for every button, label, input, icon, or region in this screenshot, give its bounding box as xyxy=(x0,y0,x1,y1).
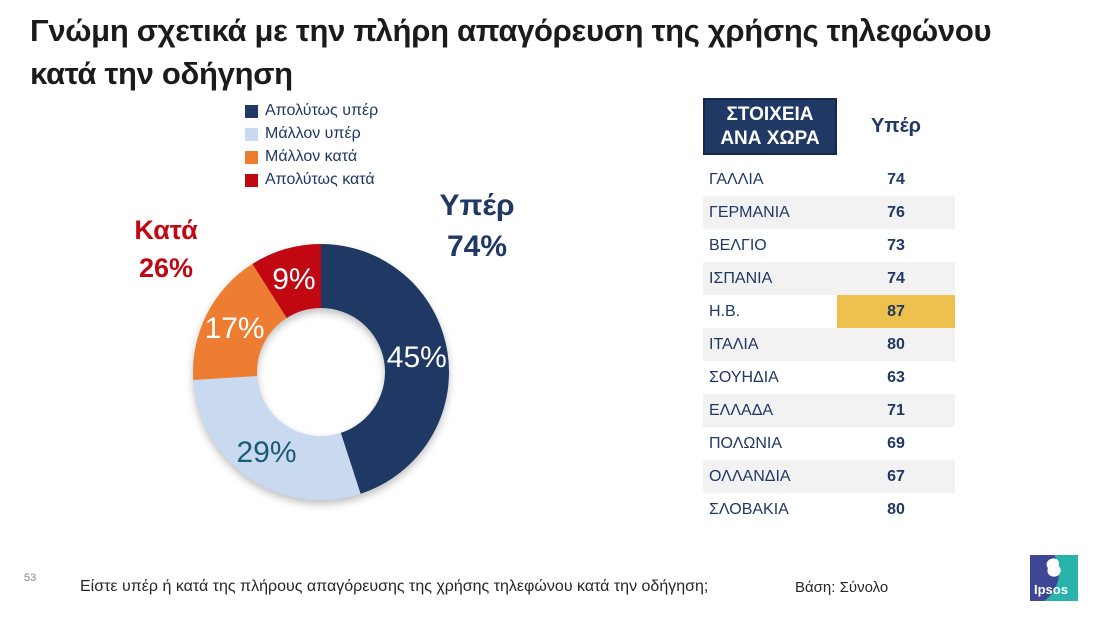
table-cell-country: ΓΕΡΜΑΝΙΑ xyxy=(709,203,790,221)
chart-legend: Απολύτως υπέρ Μάλλον υπέρ Μάλλον κατά Απ… xyxy=(245,102,378,189)
table-row: ΣΟΥΗΔΙΑ 63 xyxy=(703,361,955,394)
donut-chart: 45% 29% 17%9% xyxy=(192,244,450,501)
table-cell-value: 76 xyxy=(887,203,905,221)
legend-swatch-dark-blue xyxy=(245,104,258,118)
donut-slice-label: 17% xyxy=(205,312,265,345)
legend-label: Μάλλον κατά xyxy=(265,148,358,165)
donut-slice-label: 45% xyxy=(387,341,447,374)
country-table-header: ΣΤΟΙΧΕΙΑ ΑΝΑ ΧΩΡΑ Υπέρ xyxy=(703,98,955,155)
donut-slice-label: 29% xyxy=(236,436,296,469)
table-cell-value: 80 xyxy=(887,335,905,353)
annotation-value: 26% xyxy=(138,252,194,283)
annotation-label: Κατά xyxy=(134,215,198,245)
table-row: ΕΛΛΑΔΑ 71 xyxy=(703,394,955,427)
table-row: ΙΣΠΑΝΙΑ 74 xyxy=(703,262,955,295)
logo-wordmark: Ipsos xyxy=(1034,582,1068,597)
annotation-total-for: Υπέρ 74% xyxy=(418,186,536,267)
table-row: ΟΛΛΑΝΔΙΑ 67 xyxy=(703,460,955,493)
table-row: ΒΕΛΓΙΟ 73 xyxy=(703,229,955,262)
legend-item: Μάλλον κατά xyxy=(245,148,378,166)
page-title: Γνώμη σχετικά με την πλήρη απαγόρευση τη… xyxy=(30,13,992,91)
ipsos-logo: Ipsos xyxy=(1030,555,1078,601)
table-cell-country: ΙΣΠΑΝΙΑ xyxy=(709,269,773,287)
legend-label: Μάλλον υπέρ xyxy=(265,125,361,142)
country-table-header-value: Υπέρ xyxy=(870,115,922,137)
logo-teal-block xyxy=(1044,555,1078,601)
page-number: 53 xyxy=(24,572,37,584)
table-cell-country: Η.Β. xyxy=(709,302,741,320)
table-cell-value: 74 xyxy=(887,269,905,287)
legend-swatch-red xyxy=(245,173,258,187)
table-row: ΙΤΑΛΙΑ 80 xyxy=(703,328,955,361)
table-cell-country: ΒΕΛΓΙΟ xyxy=(709,236,767,254)
table-row-highlighted: Η.Β. 87 xyxy=(703,295,955,328)
table-cell-value: 69 xyxy=(887,434,905,452)
annotation-value: 74% xyxy=(446,229,508,263)
legend-item: Απολύτως υπέρ xyxy=(245,102,378,120)
legend-item: Απολύτως κατά xyxy=(245,171,378,189)
annotation-total-against: Κατά 26% xyxy=(120,212,212,288)
table-row: ΓΑΛΛΙΑ 74 xyxy=(703,163,955,196)
survey-question: Είστε υπέρ ή κατά της πλήρους απαγόρευση… xyxy=(80,578,709,595)
table-cell-value: 73 xyxy=(887,236,905,254)
legend-label: Απολύτως κατά xyxy=(265,171,375,188)
table-cell-country: ΣΛΟΒΑΚΙΑ xyxy=(709,500,789,518)
table-cell-value-highlighted: 87 xyxy=(837,295,955,328)
table-cell-value: 67 xyxy=(887,467,905,485)
legend-swatch-light-blue xyxy=(245,127,258,141)
donut-segment xyxy=(321,244,450,494)
table-cell-value: 63 xyxy=(887,368,905,386)
donut-segment xyxy=(192,263,287,381)
table-cell-country: ΙΤΑΛΙΑ xyxy=(709,335,759,353)
table-cell-value: 71 xyxy=(887,401,905,419)
annotation-label: Υπέρ xyxy=(439,189,515,222)
table-cell-country: ΓΑΛΛΙΑ xyxy=(709,170,764,188)
country-table: ΣΤΟΙΧΕΙΑ ΑΝΑ ΧΩΡΑ Υπέρ ΓΑΛΛΙΑ 74 ΓΕΡΜΑΝΙ… xyxy=(703,98,955,526)
legend-item: Μάλλον υπέρ xyxy=(245,125,378,143)
table-row: ΣΛΟΒΑΚΙΑ 80 xyxy=(703,493,955,526)
table-cell-value: 80 xyxy=(887,500,905,518)
donut-segment xyxy=(193,376,361,501)
base-note: Βάση: Σύνολο xyxy=(795,579,889,596)
country-table-header-title: ΣΤΟΙΧΕΙΑ ΑΝΑ ΧΩΡΑ xyxy=(703,98,837,155)
donut-segment xyxy=(252,244,321,318)
logo-head-icon xyxy=(1046,558,1061,577)
donut-slice-label: 9% xyxy=(272,263,315,296)
legend-swatch-orange xyxy=(245,150,258,164)
table-cell-value: 74 xyxy=(887,170,905,188)
table-cell-country: ΠΟΛΩΝΙΑ xyxy=(709,434,783,452)
table-row: ΓΕΡΜΑΝΙΑ 76 xyxy=(703,196,955,229)
table-cell-country: ΟΛΛΑΝΔΙΑ xyxy=(709,467,791,485)
table-cell-country: ΣΟΥΗΔΙΑ xyxy=(709,368,779,386)
legend-label: Απολύτως υπέρ xyxy=(265,102,379,119)
table-cell-country: ΕΛΛΑΔΑ xyxy=(709,401,774,419)
table-row: ΠΟΛΩΝΙΑ 69 xyxy=(703,427,955,460)
